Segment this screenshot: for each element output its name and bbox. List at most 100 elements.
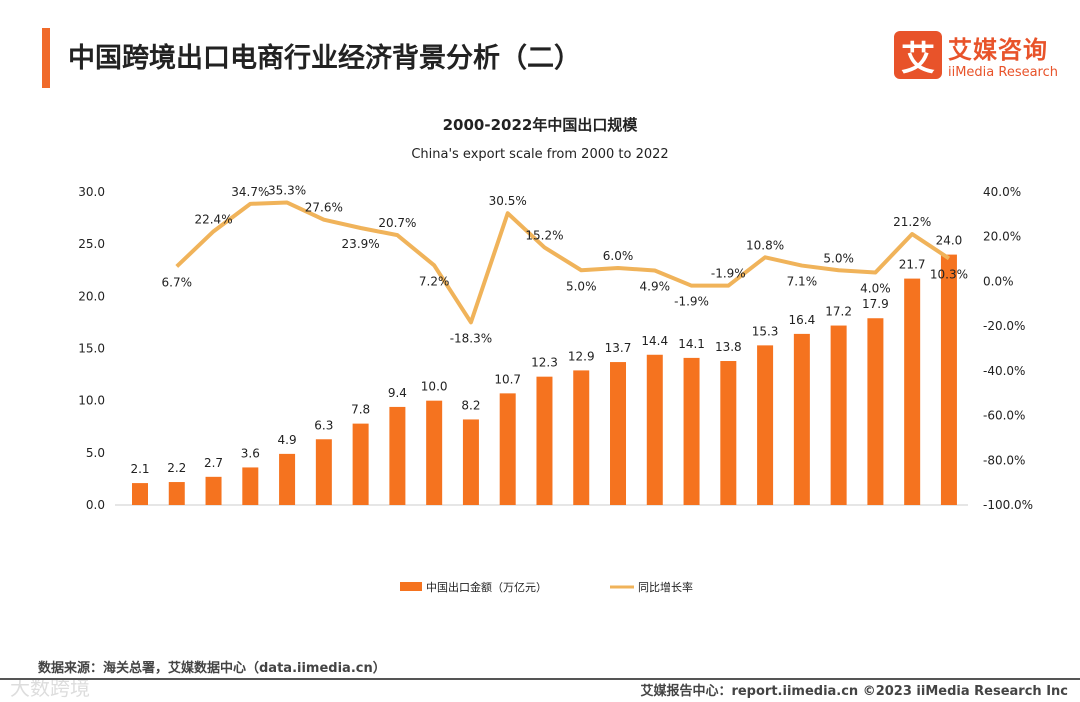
- bar-label: 13.7: [605, 341, 632, 355]
- bar-label: 10.0: [421, 380, 448, 394]
- bar-label: 16.4: [789, 313, 816, 327]
- chart-title: 2000-2022年中国出口规模: [443, 116, 639, 134]
- y2-tick-label: -40.0%: [983, 364, 1025, 378]
- growth-label: 35.3%: [268, 184, 306, 198]
- bar-label: 10.7: [494, 372, 521, 386]
- bar-label: 3.6: [241, 446, 260, 460]
- y2-tick-label: 0.0%: [983, 274, 1014, 288]
- bar-2015: [683, 357, 700, 505]
- bar-label: 24.0: [936, 234, 963, 248]
- y-tick-label: 15.0: [78, 342, 105, 356]
- bar-2010: [499, 393, 516, 505]
- y-tick-label: 30.0: [78, 185, 105, 199]
- bar-2004: [279, 453, 296, 505]
- y2-tick-label: 20.0%: [983, 230, 1021, 244]
- legend-bar-swatch: [400, 582, 422, 591]
- bar-2016: [720, 361, 737, 505]
- growth-label: -1.9%: [674, 295, 709, 309]
- chart-subtitle: China's export scale from 2000 to 2022: [411, 147, 668, 162]
- bar-label: 2.1: [130, 462, 149, 476]
- growth-label: 6.7%: [162, 275, 193, 289]
- bar-2005: [315, 439, 332, 505]
- growth-label: 4.0%: [860, 281, 891, 295]
- footer-text: 艾媒报告中心：report.iimedia.cn ©2023 iiMedia R…: [640, 684, 1068, 699]
- legend-bar-label: 中国出口金额（万亿元）: [426, 580, 547, 594]
- bar-label: 4.9: [278, 433, 297, 447]
- growth-label: 7.1%: [787, 275, 818, 289]
- y-tick-label: 5.0: [86, 446, 105, 460]
- growth-label: 27.6%: [305, 201, 343, 215]
- legend-line-label: 同比增长率: [638, 580, 693, 594]
- y2-tick-label: -20.0%: [983, 319, 1025, 333]
- growth-label: 5.0%: [823, 251, 854, 265]
- growth-label: 21.2%: [893, 215, 931, 229]
- bar-2013: [610, 362, 627, 505]
- page-title: 中国跨境出口电商行业经济背景分析（二）: [68, 43, 581, 74]
- legend: 中国出口金额（万亿元） 同比增长率: [400, 580, 693, 594]
- logo-en: iiMedia Research: [947, 65, 1058, 80]
- bar-label: 6.3: [314, 418, 333, 432]
- bar-label: 8.2: [461, 398, 480, 412]
- bar-label: 9.4: [388, 386, 407, 400]
- bar-label: 12.9: [568, 349, 595, 363]
- bar-2001: [168, 482, 185, 505]
- y2-tick-label: -60.0%: [983, 409, 1025, 423]
- growth-label: 10.3%: [930, 267, 968, 281]
- footer-divider: [0, 678, 1080, 680]
- growth-label: 23.9%: [342, 237, 380, 251]
- growth-label: 7.2%: [419, 274, 450, 288]
- bar-label: 7.8: [351, 403, 370, 417]
- bar-2012: [573, 370, 590, 505]
- growth-label: 5.0%: [566, 279, 597, 293]
- watermark: 大数跨境: [10, 676, 90, 700]
- bar-label: 12.3: [531, 356, 558, 370]
- bar-2018: [793, 333, 810, 505]
- y2-tick-label: -100.0%: [983, 498, 1033, 512]
- bar-label: 17.9: [862, 297, 889, 311]
- growth-label: -1.9%: [711, 267, 746, 281]
- title-accent-bar: [42, 28, 50, 88]
- growth-label: 4.9%: [640, 279, 671, 293]
- bar-label: 21.7: [899, 258, 926, 272]
- bar-2020: [867, 318, 884, 505]
- y-tick-label: 0.0: [86, 498, 105, 512]
- iimedia-logo: 艾 艾媒咨询 iiMedia Research: [893, 30, 1058, 80]
- bar-label: 2.7: [204, 456, 223, 470]
- y2-tick-label: 40.0%: [983, 185, 1021, 199]
- bar-2006: [352, 423, 369, 505]
- bar-2007: [389, 406, 406, 505]
- bar-2003: [242, 467, 259, 505]
- growth-label: 10.8%: [746, 238, 784, 252]
- logo-cn: 艾媒咨询: [947, 36, 1048, 64]
- bar-label: 15.3: [752, 324, 779, 338]
- bar-label: 2.2: [167, 461, 186, 475]
- bar-2000: [132, 483, 148, 505]
- bar-2008: [426, 400, 443, 505]
- data-source: 数据来源：海关总署，艾媒数据中心（data.iimedia.cn）: [38, 661, 386, 676]
- growth-label: 20.7%: [378, 216, 416, 230]
- y2-tick-label: -80.0%: [983, 453, 1025, 467]
- bar-label: 14.4: [641, 334, 668, 348]
- bar-2014: [646, 354, 663, 505]
- growth-label: 15.2%: [525, 228, 563, 242]
- growth-line: [175, 200, 951, 325]
- y-tick-label: 20.0: [78, 289, 105, 303]
- logo-mark: 艾: [893, 31, 942, 79]
- bar-2017: [757, 345, 774, 505]
- growth-label: 22.4%: [194, 212, 232, 226]
- growth-label: 30.5%: [489, 194, 527, 208]
- bar-label: 14.1: [678, 337, 705, 351]
- bar-2022: [940, 254, 957, 505]
- bar-2009: [462, 419, 479, 505]
- growth-label: 6.0%: [603, 249, 634, 263]
- bar-2021: [904, 278, 921, 505]
- export-chart: 2000-2022年中国出口规模 China's export scale fr…: [78, 116, 1033, 594]
- growth-label: 34.7%: [231, 185, 269, 199]
- bar-label: 17.2: [825, 305, 852, 319]
- y-tick-label: 10.0: [78, 394, 105, 408]
- bar-2002: [205, 476, 222, 505]
- bar-2011: [536, 376, 553, 505]
- growth-label: -18.3%: [450, 331, 492, 345]
- bar-label: 13.8: [715, 340, 742, 354]
